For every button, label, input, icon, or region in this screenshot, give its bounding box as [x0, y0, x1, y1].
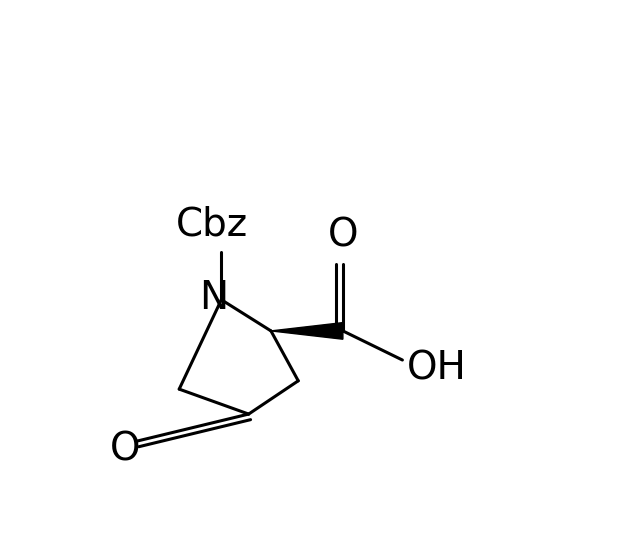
Text: OH: OH: [407, 349, 467, 387]
Text: O: O: [109, 430, 140, 468]
Text: Cbz: Cbz: [175, 206, 248, 244]
Polygon shape: [271, 322, 343, 339]
Text: N: N: [199, 279, 228, 316]
Text: O: O: [328, 217, 358, 254]
